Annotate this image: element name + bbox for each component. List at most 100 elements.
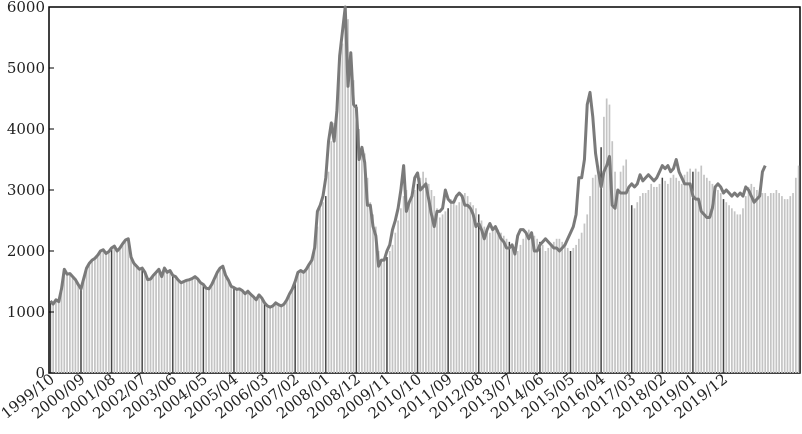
- bar: [708, 180, 711, 373]
- bar: [280, 305, 283, 373]
- bar: [85, 268, 88, 373]
- bar: [639, 196, 641, 373]
- bar: [736, 214, 739, 373]
- bar: [536, 238, 539, 373]
- y-tick-label: 6000: [7, 0, 45, 16]
- bar: [658, 183, 661, 373]
- bar: [121, 243, 124, 373]
- bar: [160, 276, 163, 373]
- bar: [622, 165, 625, 373]
- bar: [208, 288, 210, 373]
- bar: [152, 275, 155, 373]
- bar: [383, 260, 386, 373]
- bar: [74, 279, 77, 373]
- bar: [611, 141, 614, 373]
- bar: [564, 244, 566, 373]
- bar: [333, 122, 335, 374]
- bar: [441, 214, 444, 373]
- bar: [586, 214, 589, 373]
- bar: [525, 232, 527, 373]
- bar: [60, 288, 63, 373]
- bar: [644, 193, 647, 373]
- bar: [113, 246, 116, 373]
- bar: [633, 208, 636, 373]
- bar: [394, 232, 397, 373]
- bar: [144, 272, 146, 373]
- bar: [514, 247, 516, 373]
- bar: [132, 263, 135, 373]
- y-tick-label: 2000: [7, 242, 45, 260]
- bar: [288, 293, 291, 373]
- bar: [444, 211, 447, 373]
- bar: [91, 260, 93, 373]
- bar: [555, 238, 558, 373]
- bar: [411, 196, 413, 373]
- bar: [714, 186, 717, 373]
- bar: [489, 232, 491, 373]
- bar: [107, 251, 110, 373]
- bar: [589, 196, 591, 373]
- bar: [94, 258, 96, 373]
- bar: [767, 196, 769, 373]
- bar: [344, 13, 347, 373]
- bar: [697, 171, 700, 373]
- bar: [725, 202, 728, 373]
- bar: [597, 165, 600, 373]
- bar: [372, 214, 374, 373]
- bar: [235, 289, 238, 373]
- bar: [516, 251, 519, 373]
- bar: [469, 202, 472, 373]
- bar: [497, 229, 500, 373]
- bar: [797, 165, 800, 373]
- bar: [572, 247, 575, 373]
- bar: [761, 193, 764, 373]
- bar: [419, 177, 422, 373]
- bar: [269, 307, 271, 373]
- bar: [255, 299, 258, 373]
- year-guide-lines: [49, 104, 725, 373]
- bar: [675, 177, 678, 373]
- bar: [213, 278, 216, 373]
- bar: [619, 171, 622, 373]
- bar: [413, 190, 416, 373]
- bar: [775, 190, 778, 373]
- bar: [219, 268, 221, 373]
- bar: [260, 297, 263, 373]
- bar: [728, 205, 730, 373]
- bar: [52, 304, 55, 373]
- bar: [99, 251, 102, 373]
- bar: [135, 266, 138, 373]
- bar: [794, 177, 797, 373]
- bar: [199, 282, 202, 373]
- bar: [758, 193, 761, 373]
- y-tick-label: 1000: [7, 303, 45, 321]
- bar: [138, 269, 141, 373]
- bar: [391, 244, 394, 373]
- bar: [82, 278, 85, 373]
- bar: [402, 196, 405, 373]
- bar: [494, 226, 497, 373]
- bar: [330, 141, 333, 373]
- bar: [388, 251, 391, 373]
- bar: [130, 257, 132, 373]
- bar: [272, 305, 274, 373]
- bar: [310, 260, 313, 373]
- bar: [558, 238, 561, 373]
- bar: [730, 208, 733, 373]
- bar: [302, 272, 305, 373]
- bar: [224, 275, 227, 373]
- bar: [636, 202, 639, 373]
- bar: [185, 280, 188, 373]
- bar: [664, 180, 666, 373]
- bar: [308, 264, 310, 373]
- bar: [155, 272, 157, 373]
- bar: [313, 251, 316, 373]
- bar: [227, 280, 230, 373]
- y-axis: 0 1000 2000 3000 4000 5000 6000: [7, 0, 54, 382]
- bar: [238, 288, 241, 373]
- bar: [274, 302, 277, 373]
- bar: [608, 104, 611, 373]
- bar: [486, 229, 488, 373]
- bar: [505, 238, 508, 373]
